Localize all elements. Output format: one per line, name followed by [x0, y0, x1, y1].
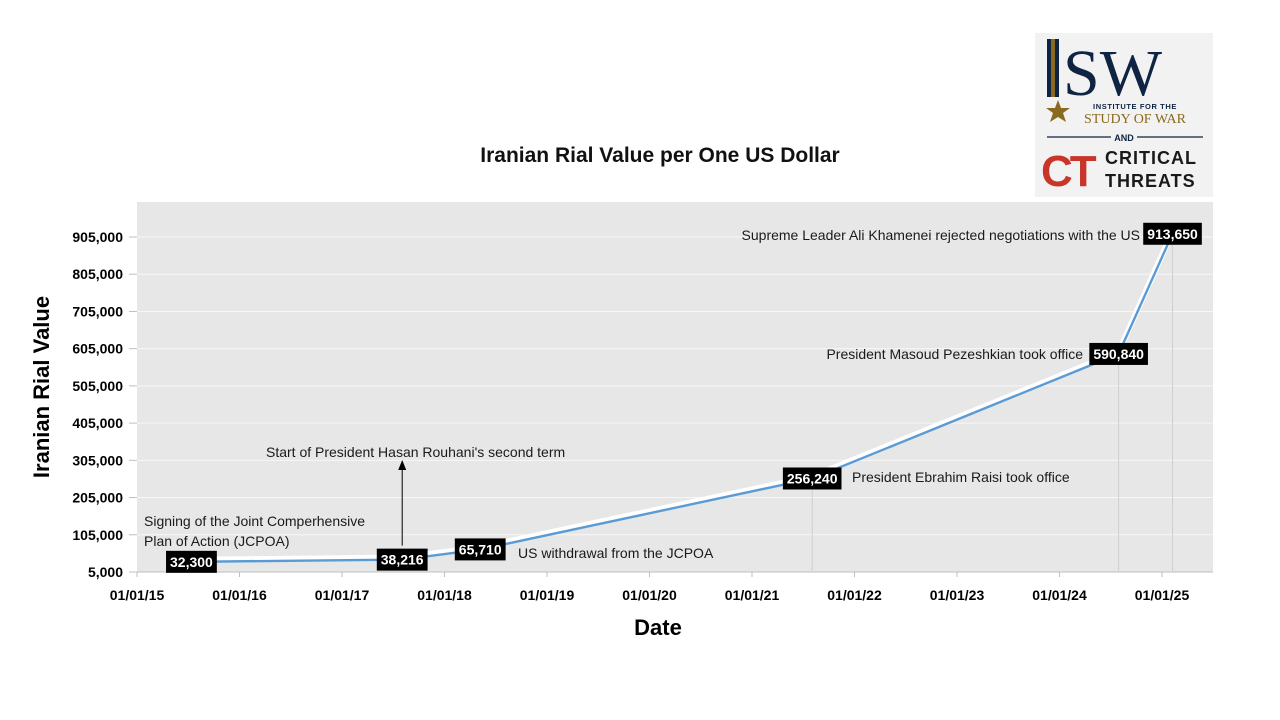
data-label: 38,216 — [381, 552, 424, 568]
isw-tagline-1: INSTITUTE FOR THE — [1093, 102, 1177, 111]
x-tick-label: 01/01/24 — [1032, 587, 1087, 603]
event-annotation: Supreme Leader Ali Khamenei rejected neg… — [742, 227, 1140, 243]
y-tick-label: 305,000 — [72, 452, 123, 468]
data-label: 256,240 — [787, 470, 838, 486]
data-label-box — [1089, 342, 1148, 365]
data-label: 32,300 — [170, 554, 213, 570]
x-tick-label: 01/01/19 — [520, 587, 575, 603]
y-tick-label: 605,000 — [72, 341, 123, 357]
event-annotation: Signing of the Joint Comperhensive — [144, 513, 365, 529]
x-tick-label: 01/01/15 — [110, 587, 165, 603]
isw-star-icon — [1046, 100, 1070, 122]
isw-ct-logo: SW INSTITUTE FOR THE STUDY OF WAR AND CT… — [1035, 33, 1213, 197]
data-label-box — [166, 550, 217, 573]
x-tick-label: 01/01/25 — [1135, 587, 1190, 603]
ct-critical: CRITICAL — [1105, 148, 1197, 168]
y-tick-label: 505,000 — [72, 378, 123, 394]
y-tick-label: 905,000 — [72, 229, 123, 245]
isw-tagline-2: STUDY OF WAR — [1084, 112, 1187, 127]
isw-letters: SW — [1063, 37, 1163, 110]
x-tick-label: 01/01/23 — [930, 587, 985, 603]
data-label-box — [454, 538, 506, 561]
y-tick-label: 405,000 — [72, 415, 123, 431]
y-tick-label: 205,000 — [72, 490, 123, 506]
series-line — [191, 233, 1174, 563]
event-annotation: US withdrawal from the JCPOA — [518, 545, 714, 561]
logo-and: AND — [1114, 133, 1134, 143]
event-annotation: President Masoud Pezeshkian took office — [826, 346, 1083, 362]
data-label: 65,710 — [459, 541, 502, 557]
y-tick-label: 105,000 — [72, 527, 123, 543]
event-annotation: President Ebrahim Raisi took office — [852, 469, 1070, 485]
ct-letters: CT — [1041, 147, 1097, 196]
event-annotation: Plan of Action (JCPOA) — [144, 533, 290, 549]
y-tick-label: 705,000 — [72, 303, 123, 319]
y-tick-label: 5,000 — [88, 564, 123, 580]
logo-graphic: SW INSTITUTE FOR THE STUDY OF WAR AND CT… — [1041, 37, 1203, 196]
rouhani-arrow-head — [398, 460, 407, 470]
x-axis-title: Date — [634, 615, 682, 640]
data-label-box — [782, 467, 842, 490]
x-tick-label: 01/01/16 — [212, 587, 267, 603]
x-tick-label: 01/01/20 — [622, 587, 677, 603]
data-label-box — [1143, 222, 1202, 245]
x-tick-label: 01/01/22 — [827, 587, 882, 603]
data-label-box — [376, 548, 428, 571]
x-tick-label: 01/01/21 — [725, 587, 780, 603]
y-tick-label: 805,000 — [72, 266, 123, 282]
x-tick-label: 01/01/18 — [417, 587, 472, 603]
data-label: 913,650 — [1147, 226, 1198, 242]
isw-letter-i-accent — [1051, 39, 1055, 97]
x-tick-label: 01/01/17 — [315, 587, 370, 603]
ct-threats: THREATS — [1105, 171, 1196, 191]
event-annotation: Start of President Hasan Rouhani's secon… — [266, 444, 565, 460]
chart-title: Iranian Rial Value per One US Dollar — [480, 144, 840, 167]
data-label: 590,840 — [1093, 346, 1144, 362]
